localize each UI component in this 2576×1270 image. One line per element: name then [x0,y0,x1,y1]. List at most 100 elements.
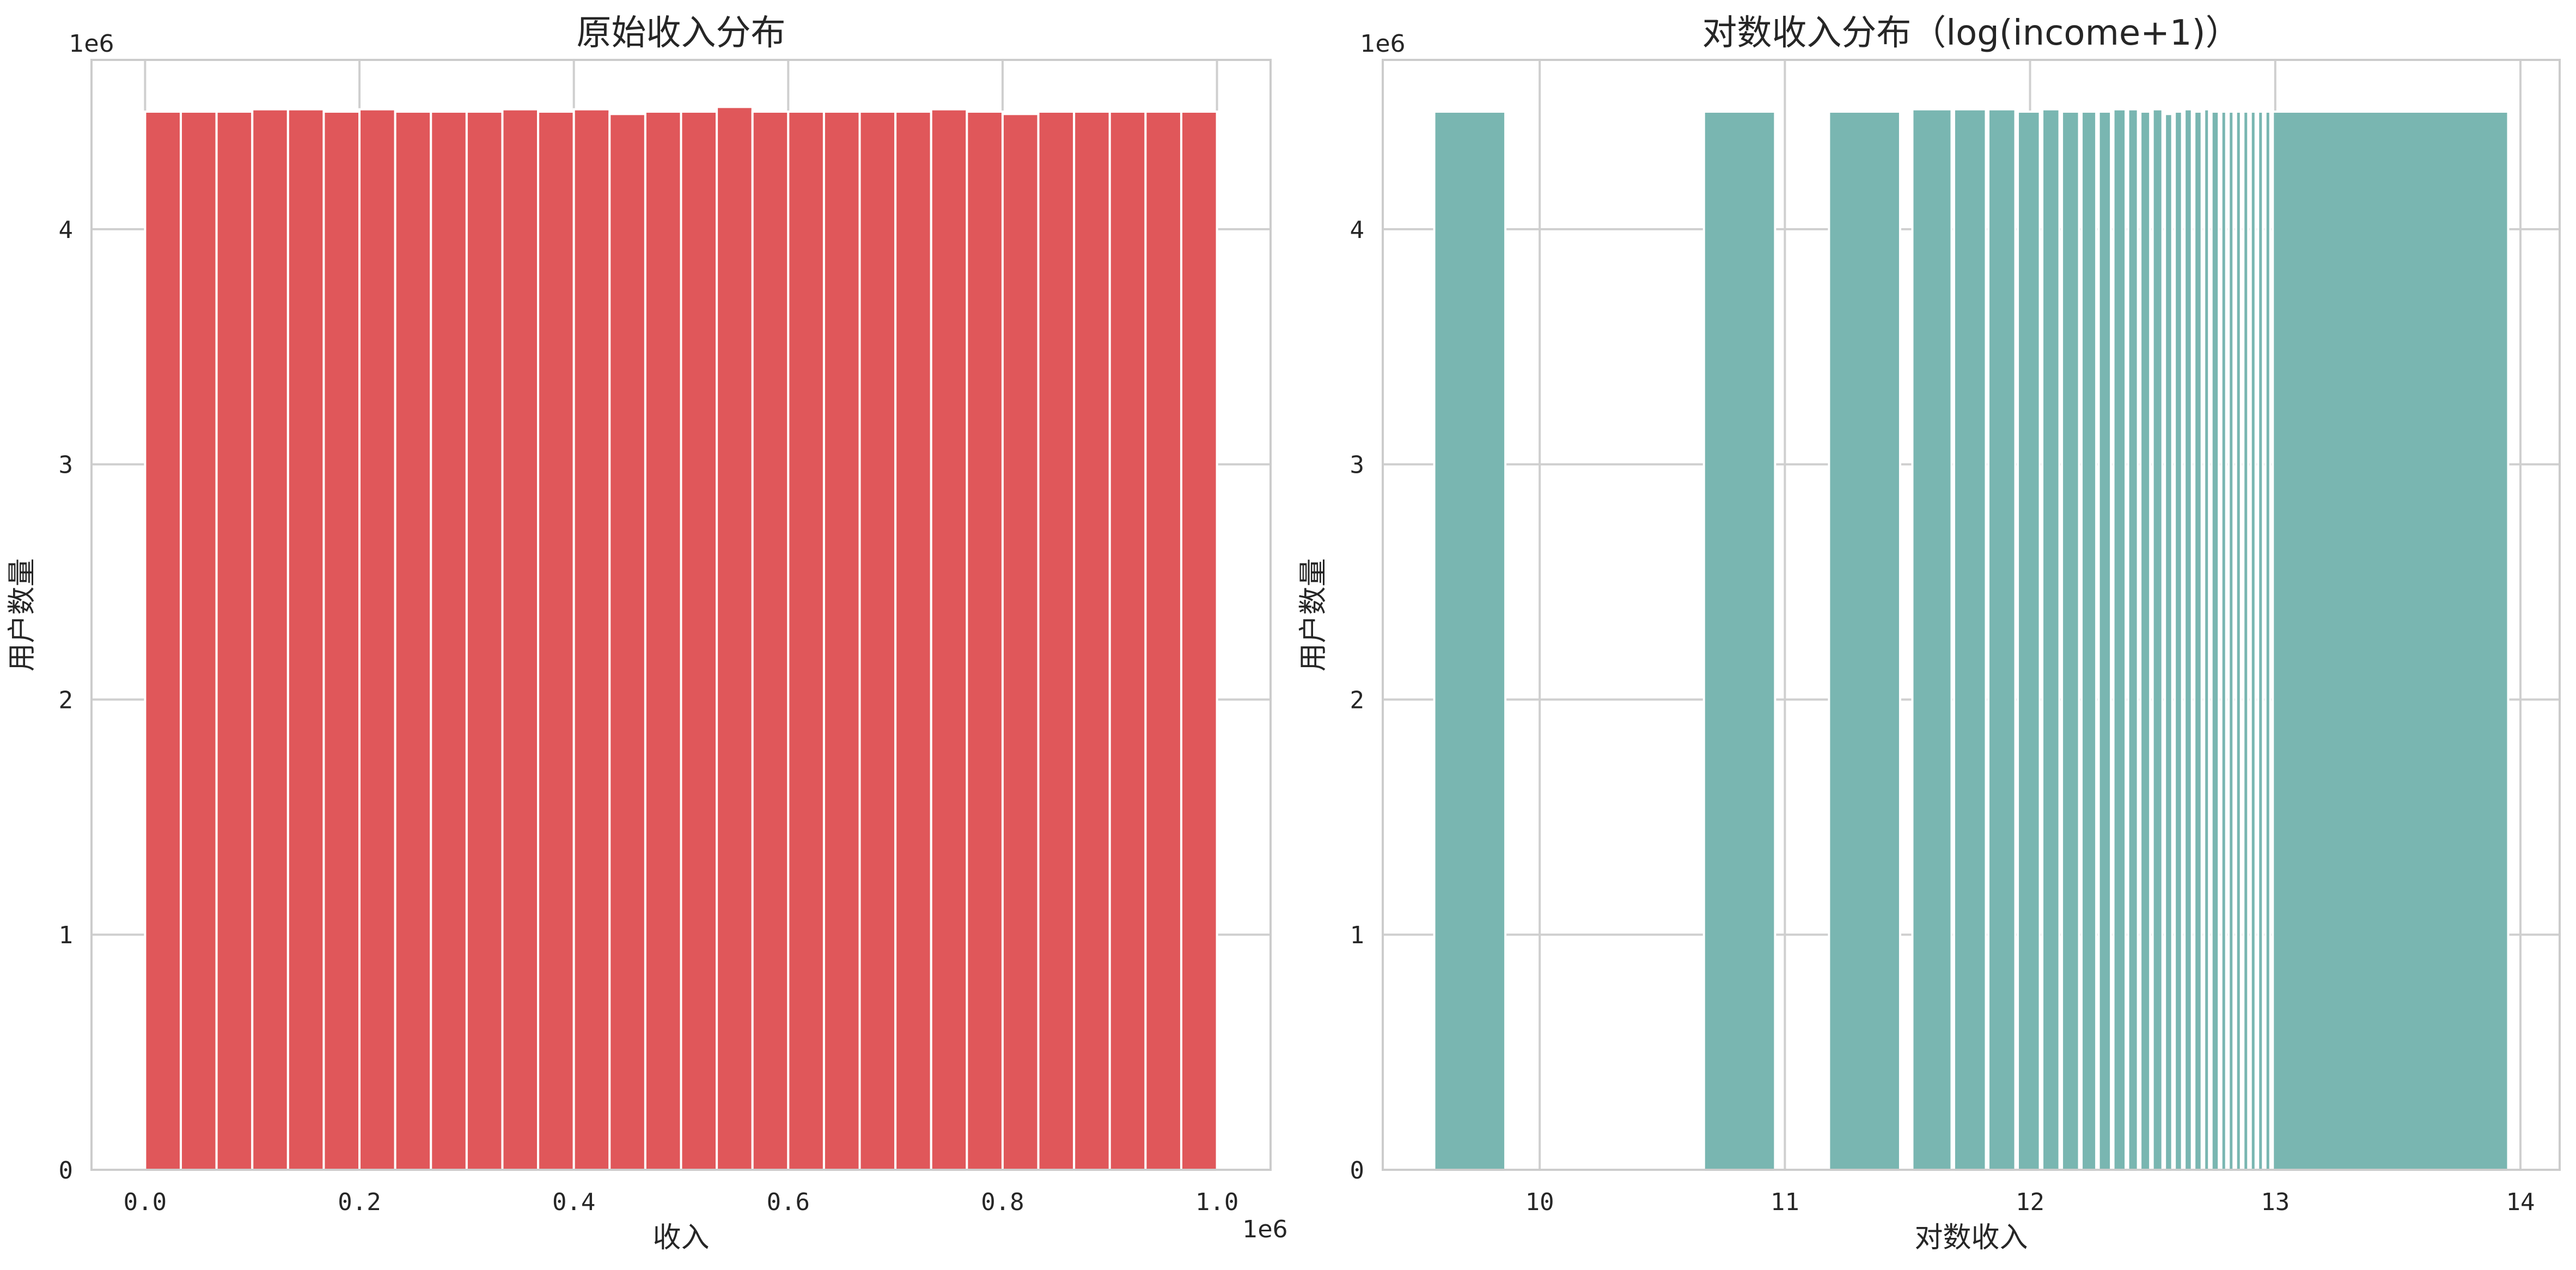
histogram-bar [680,110,718,1171]
histogram-bar [1001,113,1040,1171]
histogram-bar [2220,110,2227,1171]
x-axis-label: 收入 [652,1222,709,1254]
histogram-bar [644,110,682,1171]
histogram-bar [2203,108,2211,1171]
y-tick-label: 3 [59,451,74,479]
histogram-bar [2210,110,2220,1171]
histogram-bar [2164,113,2174,1171]
x-tick-label: 0.0 [124,1188,167,1216]
histogram-bar [858,110,897,1171]
histogram-bar [2242,110,2250,1171]
x-axis-label: 对数收入 [1914,1222,2028,1254]
histogram-bar [822,110,861,1171]
histogram-bar [2183,108,2193,1171]
histogram-bar [144,110,182,1171]
axes-frame [1382,59,2561,1171]
y-tick-label: 4 [1350,216,1365,244]
y-tick-label: 2 [1350,686,1365,714]
chart-title: 原始收入分布 [577,13,786,53]
y-tick-label: 4 [59,216,74,244]
x-tick-label: 10 [1525,1188,1554,1216]
histogram-bar [215,110,254,1171]
histogram-bar [2127,108,2139,1171]
histogram-bar [465,110,504,1171]
histogram-bar [286,108,325,1171]
histogram-bar [1108,110,1147,1171]
x-tick-label: 0.8 [981,1188,1024,1216]
histogram-bar [2257,110,2264,1171]
histogram-bar [2041,108,2061,1171]
histogram-bar [2017,110,2041,1171]
x-offset-label: 1e6 [1242,1216,1287,1243]
y-tick-label: 0 [59,1157,74,1184]
x-tick-label: 12 [2016,1188,2044,1216]
y-tick-label: 3 [1350,451,1365,479]
histogram-bar [2174,110,2183,1171]
histogram-bar [394,110,432,1171]
histogram-bar [2249,110,2257,1171]
x-tick-label: 0.2 [338,1188,381,1216]
histogram-bar [2061,110,2080,1171]
histogram-bar [1828,110,1901,1171]
x-tick-label: 11 [1771,1188,1799,1216]
y-tick-label: 1 [1350,921,1365,949]
histogram-bar [251,108,289,1171]
histogram-bar [930,108,968,1171]
histogram-bar [1180,110,1218,1171]
histogram-bar [2272,110,2510,1171]
y-offset-label: 1e6 [1360,30,1405,58]
histogram-bar [1952,108,1987,1171]
histogram-bar [2139,110,2152,1171]
histogram-bar [2193,110,2203,1171]
x-tick-label: 0.6 [767,1188,810,1216]
histogram-bar [2264,110,2272,1171]
chart-title: 对数收入分布（log(income+1)） [1702,13,2240,53]
histogram-bar [2235,110,2242,1171]
x-tick-label: 1.0 [1195,1188,1238,1216]
histogram-bar [608,113,646,1171]
y-tick-labels: 0 1 2 3 4 [59,216,74,1184]
histogram-bar [2080,110,2098,1171]
y-tick-label: 0 [1350,1157,1365,1184]
y-axis-label: 用户数量 [1297,558,1330,671]
histogram-bar [716,106,754,1171]
histogram-bar [751,110,790,1171]
histogram-bar [2227,110,2235,1171]
histogram-bar [2151,108,2164,1171]
histogram-bar [537,110,575,1171]
histogram-bar [358,108,396,1171]
histogram-bar [1987,108,2017,1171]
y-tick-label: 1 [59,921,74,949]
histogram-bar [1433,110,1507,1171]
histogram-bar [1073,110,1111,1171]
histogram-bar [2112,108,2127,1171]
histogram-bar [966,110,1004,1171]
x-tick-label: 13 [2261,1188,2290,1216]
histogram-bar [1144,110,1182,1171]
x-tick-labels: 10 11 12 13 14 [1525,1188,2535,1216]
bars [1433,108,2510,1171]
histogram-bar [572,108,611,1171]
histogram-bar [180,110,218,1171]
histogram-bar [787,110,825,1171]
bars [144,106,1218,1171]
histogram-bar [430,110,468,1171]
y-axis-label: 用户数量 [6,558,39,671]
histogram-bar [501,108,540,1171]
axes-frame [90,59,1272,1171]
x-tick-label: 14 [2506,1188,2535,1216]
histogram-bar [1911,108,1953,1171]
y-tick-label: 2 [59,686,74,714]
histogram-bar [2097,110,2113,1171]
x-tick-label: 0.4 [552,1188,595,1216]
histogram-bar [894,110,932,1171]
histogram-bar [1702,110,1777,1171]
histogram-bar [322,110,361,1171]
y-tick-labels: 0 1 2 3 4 [1350,216,1365,1184]
x-tick-labels: 0.0 0.2 0.4 0.6 0.8 1.0 [124,1188,1239,1216]
histogram-bar [1037,110,1076,1171]
y-offset-label: 1e6 [69,30,114,58]
